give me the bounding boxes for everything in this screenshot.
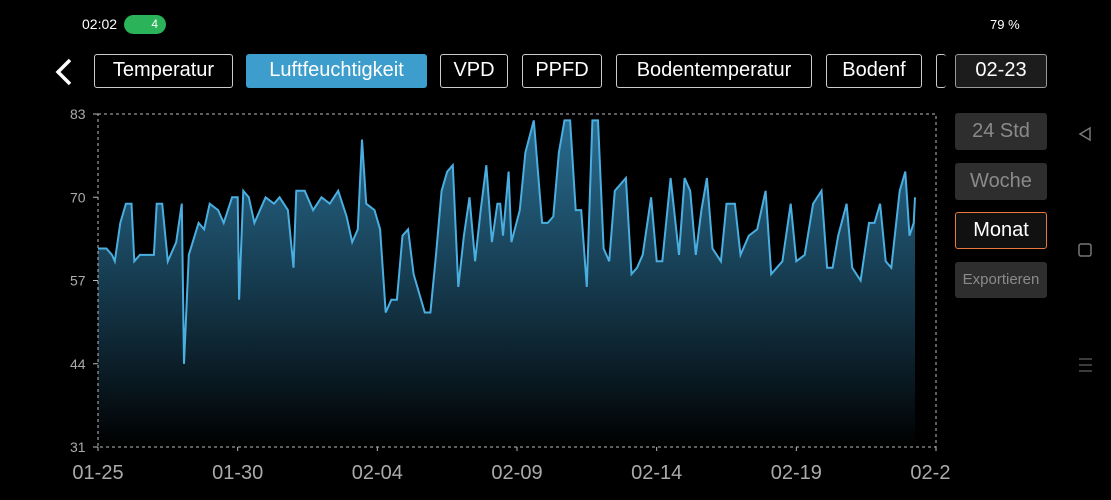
chart: 31 44 57 70 83 01-25 01-30 02-04 02-09 02-14 02-19… (70, 106, 950, 484)
range-button[interactable]: Monat (955, 212, 1047, 249)
y-tick-label: 57 (70, 273, 86, 289)
x-tick-label: 02-14 (631, 462, 682, 484)
tab[interactable]: Bodenf (826, 54, 922, 88)
range-button[interactable]: 24 Std (955, 113, 1047, 150)
y-tick-label: 83 (70, 106, 86, 122)
y-tick-label: 70 (70, 189, 86, 205)
tab-clipped (936, 54, 946, 88)
tab[interactable]: PPFD (522, 54, 602, 88)
range-button[interactable]: Woche (955, 162, 1047, 200)
area-fill (98, 120, 916, 448)
y-tick-label: 44 (70, 356, 86, 372)
status-badge: 4 (124, 15, 166, 34)
status-battery: 79 % (990, 17, 1020, 32)
x-tick-label: 02-24 (910, 462, 950, 484)
back-button[interactable] (52, 56, 76, 88)
status-time: 02:02 (82, 16, 118, 32)
export-button[interactable]: Exportieren (955, 262, 1047, 298)
tab[interactable]: Bodentemperatur (616, 54, 812, 88)
data-line (98, 119, 916, 364)
y-tick-label: 31 (70, 439, 86, 455)
tab[interactable]: Luftfeuchtigkeit (246, 54, 427, 88)
x-tick-label: 01-25 (72, 462, 123, 484)
x-tick-label: 02-19 (771, 462, 822, 484)
x-tick-label: 01-30 (212, 462, 263, 484)
tab[interactable]: VPD (440, 54, 508, 88)
tab[interactable]: Temperatur (94, 54, 233, 88)
x-tick-label: 02-04 (352, 462, 403, 484)
badge-count: 4 (151, 17, 158, 31)
x-tick-label: 02-09 (491, 462, 542, 484)
date-button[interactable]: 02-23 (955, 54, 1047, 88)
nav-bar (1078, 126, 1092, 372)
